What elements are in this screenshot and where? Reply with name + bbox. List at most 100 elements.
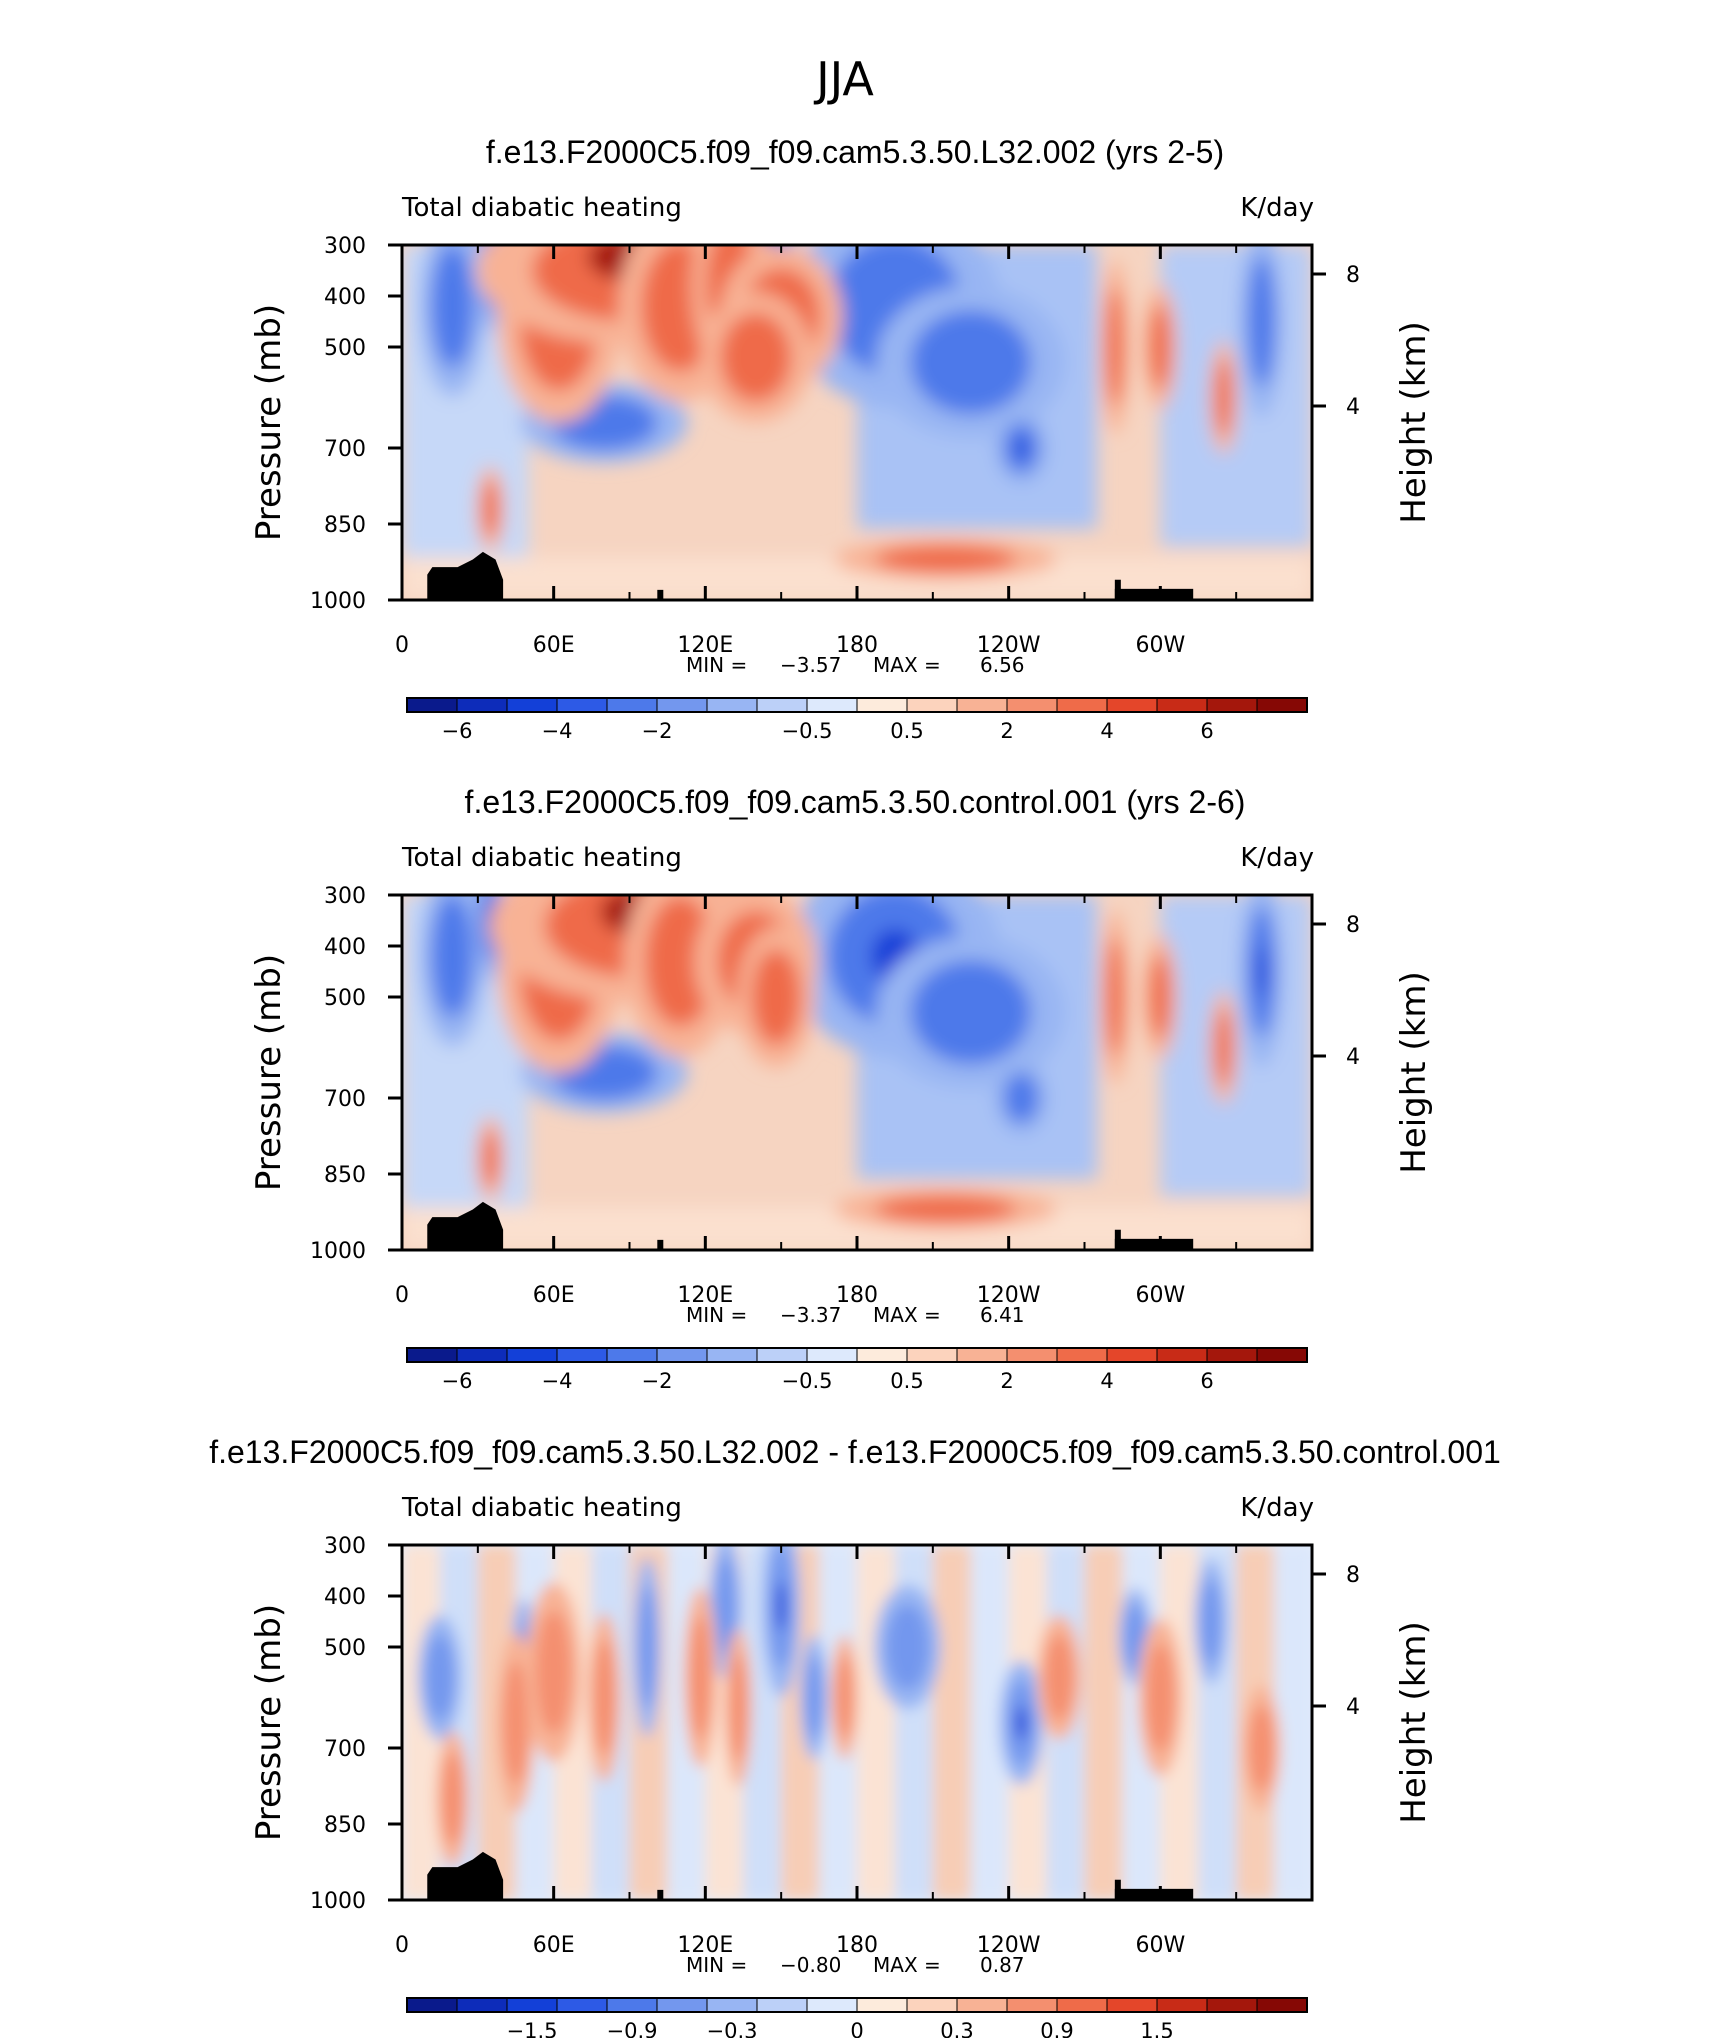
cool-core [638, 1585, 657, 1709]
field-band [1084, 1545, 1125, 1900]
x-tick-label: 60W [1135, 633, 1185, 658]
y-tick-label: 400 [324, 935, 366, 960]
colorbar-label: −4 [542, 1369, 573, 1393]
stat-min-label: MIN = [686, 653, 747, 677]
right-tick-label: 4 [1346, 395, 1360, 420]
warm-core [874, 545, 1017, 574]
warm-core [535, 1610, 572, 1734]
colorbar: −6 −4 −2 −0.5 0.5 2 4 6 [406, 697, 1308, 743]
y-tick-label: 1000 [310, 589, 366, 614]
panel-units: K/day [1240, 1493, 1314, 1523]
x-tick-label: 60W [1135, 1933, 1185, 1958]
colorbar-swatch [506, 697, 558, 713]
cool-core [910, 960, 1031, 1064]
warm-core [751, 948, 801, 1046]
warm-core [874, 1195, 1017, 1224]
colorbar-swatch [1106, 1347, 1158, 1363]
cool-core [886, 1604, 929, 1690]
x-tick-label: 0 [395, 1933, 409, 1958]
colorbar-swatch [1156, 1997, 1208, 2013]
cool-core [805, 1655, 823, 1740]
stat-max: 6.41 [980, 1303, 1025, 1327]
topography-africa [427, 1851, 504, 1900]
topography-andes-peak [1114, 579, 1121, 600]
topography-peak [657, 1889, 664, 1900]
y-tick-label: 300 [324, 884, 366, 909]
colorbar-label: 0.5 [890, 719, 923, 743]
colorbar-swatch [606, 1997, 658, 2013]
x-tick-label: 180 [836, 1283, 878, 1308]
topography-andes [1114, 588, 1194, 600]
cool-core [1247, 256, 1276, 387]
colorbar-swatch [956, 1347, 1008, 1363]
colorbar-swatch [1006, 1347, 1058, 1363]
stat-min: −0.80 [780, 1953, 841, 1977]
y-tick-label: 400 [324, 285, 366, 310]
warm-core [835, 1655, 854, 1740]
chart-panel-1: f.e13.F2000C5.f09_f09.cam5.3.50.L32.002 … [249, 134, 1434, 743]
colorbar-label: 6 [1200, 719, 1213, 743]
x-tick-label: 180 [836, 633, 878, 658]
y-tick-label: 300 [324, 234, 366, 259]
right-tick-label: 8 [1346, 1563, 1360, 1588]
x-tick-label: 60E [533, 1933, 575, 1958]
right-tick-label: 8 [1346, 263, 1360, 288]
right-tick-label: 4 [1346, 1695, 1360, 1720]
topography-andes [1114, 1238, 1194, 1250]
colorbar-label: 2 [1000, 719, 1013, 743]
field-band [932, 1545, 973, 1900]
y-tick-label: 1000 [310, 1239, 366, 1264]
cool-max [1256, 945, 1267, 998]
colorbar-swatch [656, 1997, 708, 2013]
colorbar-frame [406, 697, 1308, 713]
cool-max [776, 1581, 786, 1631]
colorbar-swatch [506, 1347, 558, 1363]
y-tick-label: 500 [324, 1636, 366, 1661]
warm-core [481, 1129, 500, 1189]
colorbar-swatch [1156, 1347, 1208, 1363]
topography-peak [657, 589, 664, 600]
y-axis-title: Pressure (mb) [249, 1604, 289, 1841]
warm-core [1214, 358, 1233, 437]
colorbar-swatch [706, 697, 758, 713]
topography-africa [427, 551, 504, 600]
panel-title: f.e13.F2000C5.f09_f09.cam5.3.50.L32.002 … [209, 1434, 1501, 1470]
colorbar-swatch [756, 1997, 808, 2013]
warm-core [644, 895, 716, 1027]
colorbar-swatch [1106, 1997, 1158, 2013]
topography [427, 1201, 1194, 1250]
topography [427, 1851, 1194, 1900]
right-tick-label: 8 [1346, 913, 1360, 938]
colorbar-label: −6 [442, 1369, 473, 1393]
x-tick-label: 60E [533, 1283, 575, 1308]
colorbar-swatch [706, 1997, 758, 2013]
x-tick-label: 0 [395, 1283, 409, 1308]
warm-core [720, 312, 792, 402]
colorbar-swatch [556, 697, 608, 713]
colorbar: −1.5 −0.9 −0.3 0 0.3 0.9 1.5 [406, 1997, 1308, 2038]
colorbar-swatch [806, 1997, 858, 2013]
colorbar-label: 4 [1100, 719, 1113, 743]
warm-core [1214, 1008, 1233, 1087]
colorbar-label: −2 [642, 1369, 673, 1393]
colorbar-swatch [956, 697, 1008, 713]
colorbar-label: −0.9 [607, 2019, 658, 2038]
x-tick-label: 60E [533, 633, 575, 658]
y-tick-label: 400 [324, 1585, 366, 1610]
stat-max: 6.56 [980, 653, 1025, 677]
colorbar-swatch [1156, 697, 1208, 713]
stat-min-label: MIN = [686, 1303, 747, 1327]
topography-peak [657, 1239, 664, 1250]
colorbar-label: 0.5 [890, 1369, 923, 1393]
y-tick-label: 300 [324, 1534, 366, 1559]
colorbar-swatch [606, 1347, 658, 1363]
x-tick-label: 180 [836, 1933, 878, 1958]
colorbar-swatch [756, 1347, 808, 1363]
colorbar-label: 1.5 [1140, 2019, 1173, 2038]
chart-panel-2: f.e13.F2000C5.f09_f09.cam5.3.50.control.… [249, 784, 1434, 1393]
stat-min-label: MIN = [686, 1953, 747, 1977]
stat-max-label: MAX = [873, 1953, 941, 1977]
warm-core [1105, 287, 1124, 407]
colorbar-label: −4 [542, 719, 573, 743]
